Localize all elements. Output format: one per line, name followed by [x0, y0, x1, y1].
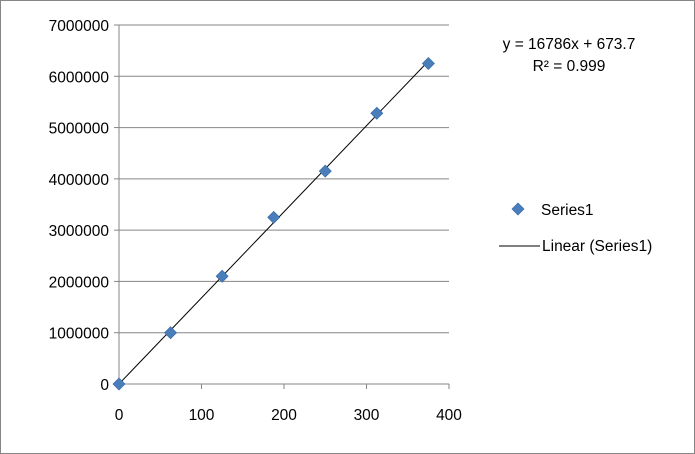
- r-squared-label: R² = 0.999: [533, 58, 606, 75]
- data-point: [370, 106, 384, 120]
- y-tick-label: 2000000: [49, 274, 110, 291]
- data-point: [215, 269, 229, 283]
- y-tick-label: 0: [100, 377, 109, 394]
- x-tick-label: 200: [271, 407, 297, 424]
- equation-label: y = 16786x + 673.7: [503, 36, 636, 53]
- y-tick-label: 7000000: [49, 18, 110, 35]
- legend: Series1 Linear (Series1): [499, 202, 652, 255]
- x-tick-labels: 0 100 200 300 400: [115, 407, 463, 424]
- data-point: [421, 56, 435, 70]
- y-tick-label: 4000000: [49, 172, 110, 189]
- data-points: [112, 56, 435, 391]
- data-point: [164, 326, 178, 340]
- x-tick-label: 400: [436, 407, 462, 424]
- y-tick-labels: 0 1000000 2000000 3000000 4000000 5000000 6000…: [49, 18, 110, 394]
- data-point: [318, 164, 332, 178]
- y-tick-label: 5000000: [49, 121, 110, 138]
- legend-trendline-label: Linear (Series1): [542, 238, 652, 255]
- x-tick-label: 0: [115, 407, 124, 424]
- x-tick-label: 300: [354, 407, 380, 424]
- legend-series1-marker: [511, 202, 525, 216]
- y-tick-label: 3000000: [49, 223, 110, 240]
- gridlines: [119, 24, 449, 334]
- trendline-equation: y = 16786x + 673.7 R² = 0.999: [503, 36, 636, 75]
- y-tick-label: 6000000: [49, 69, 110, 86]
- y-tick-label: 1000000: [49, 326, 110, 343]
- x-tick-label: 100: [189, 407, 215, 424]
- data-point: [112, 377, 126, 391]
- axes: [114, 24, 450, 389]
- data-point: [267, 210, 281, 224]
- legend-series1-label: Series1: [541, 202, 594, 219]
